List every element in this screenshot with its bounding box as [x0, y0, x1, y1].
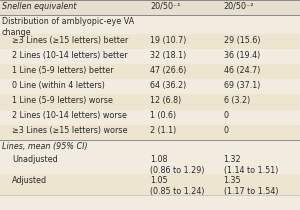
Bar — [0, 15, 300, 34]
Bar — [0, 125, 300, 140]
Text: 47 (26.6): 47 (26.6) — [150, 66, 186, 75]
Text: 2 (1.1): 2 (1.1) — [150, 126, 176, 135]
Text: 19 (10.7): 19 (10.7) — [150, 36, 186, 45]
Text: 46 (24.7): 46 (24.7) — [224, 66, 260, 75]
Text: 20/50⁻²: 20/50⁻² — [224, 2, 254, 11]
Text: 2 Lines (10-14 letters) better: 2 Lines (10-14 letters) better — [12, 51, 128, 60]
Text: 1 (0.6): 1 (0.6) — [150, 111, 176, 120]
Text: Snellen equivalent: Snellen equivalent — [2, 2, 76, 11]
Text: ≥3 Lines (≥15 letters) better: ≥3 Lines (≥15 letters) better — [12, 36, 128, 45]
Bar — [0, 174, 300, 195]
Text: Distribution of amblyopic-eye VA
change: Distribution of amblyopic-eye VA change — [2, 17, 134, 37]
Bar — [0, 79, 300, 94]
Text: ≥3 Lines (≥15 letters) worse: ≥3 Lines (≥15 letters) worse — [12, 126, 128, 135]
Text: 36 (19.4): 36 (19.4) — [224, 51, 260, 60]
Bar — [0, 110, 300, 125]
Bar — [0, 94, 300, 110]
Text: 29 (15.6): 29 (15.6) — [224, 36, 260, 45]
Text: 0: 0 — [224, 126, 229, 135]
Bar — [0, 49, 300, 64]
Text: 1 Line (5-9 letters) better: 1 Line (5-9 letters) better — [12, 66, 114, 75]
Text: Adjusted: Adjusted — [12, 176, 47, 185]
Bar — [0, 154, 300, 174]
Bar — [0, 140, 300, 154]
Text: 32 (18.1): 32 (18.1) — [150, 51, 186, 60]
Text: 6 (3.2): 6 (3.2) — [224, 96, 250, 105]
Text: 1.05
(0.85 to 1.24): 1.05 (0.85 to 1.24) — [150, 176, 205, 196]
Text: 1 Line (5-9 letters) worse: 1 Line (5-9 letters) worse — [12, 96, 113, 105]
Text: Lines, mean (95% CI): Lines, mean (95% CI) — [2, 142, 87, 151]
Text: 0: 0 — [224, 111, 229, 120]
Text: 64 (36.2): 64 (36.2) — [150, 81, 186, 90]
Text: 12 (6.8): 12 (6.8) — [150, 96, 181, 105]
Text: 1.32
(1.14 to 1.51): 1.32 (1.14 to 1.51) — [224, 155, 278, 176]
Text: 1.35
(1.17 to 1.54): 1.35 (1.17 to 1.54) — [224, 176, 278, 196]
Bar — [0, 64, 300, 79]
Text: 20/50⁻¹: 20/50⁻¹ — [150, 2, 181, 11]
Bar — [0, 0, 300, 15]
Text: 1.08
(0.86 to 1.29): 1.08 (0.86 to 1.29) — [150, 155, 205, 176]
Text: 69 (37.1): 69 (37.1) — [224, 81, 260, 90]
Text: 2 Lines (10-14 letters) worse: 2 Lines (10-14 letters) worse — [12, 111, 127, 120]
Text: 0 Line (within 4 letters): 0 Line (within 4 letters) — [12, 81, 105, 90]
Text: Unadjusted: Unadjusted — [12, 155, 58, 164]
Bar — [0, 34, 300, 49]
